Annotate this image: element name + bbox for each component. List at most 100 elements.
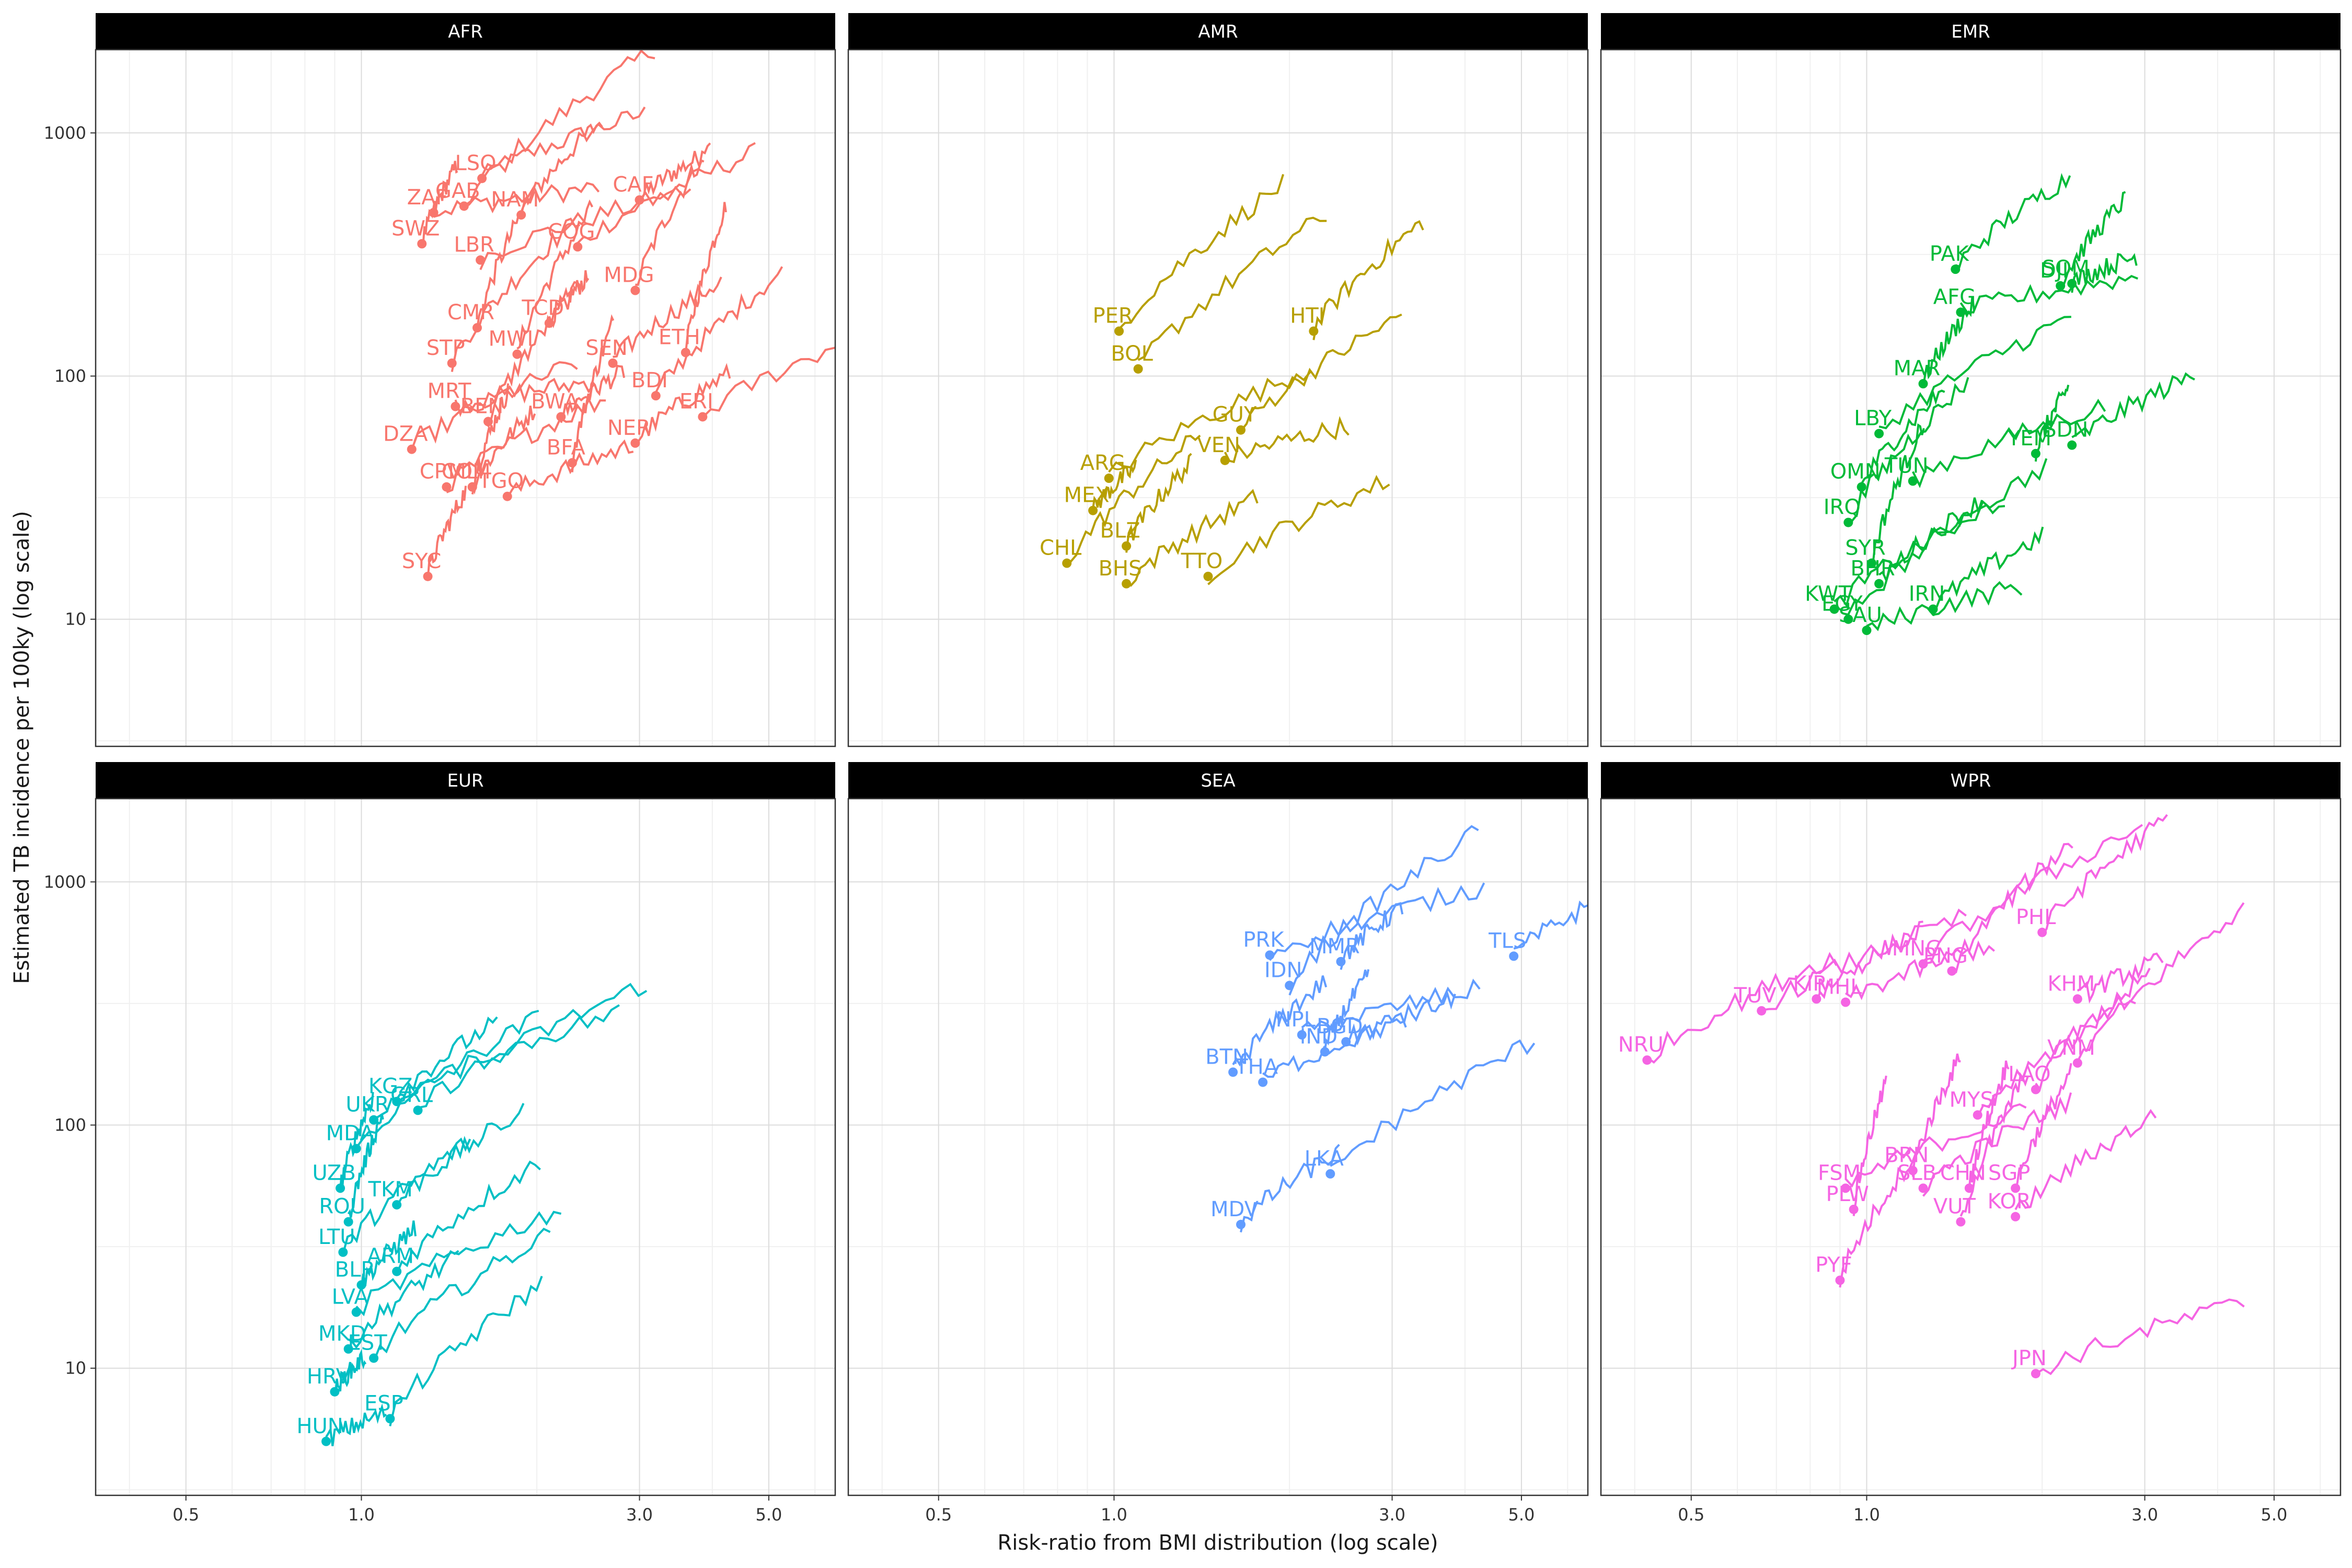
data-point xyxy=(1928,604,1938,614)
data-point xyxy=(483,417,493,426)
trajectory-group xyxy=(1066,174,1424,587)
trajectory-line xyxy=(1955,173,2071,268)
country-label: LAO xyxy=(2008,1063,2050,1087)
facet-strip-label: EUR xyxy=(447,770,484,791)
data-point xyxy=(351,1307,361,1317)
trajectory-line xyxy=(1066,434,1201,567)
trajectory-line xyxy=(325,1403,387,1446)
trajectory-group xyxy=(1232,825,1588,1233)
country-label: TUN xyxy=(1884,454,1929,478)
trajectory-line xyxy=(451,217,581,372)
data-point xyxy=(423,571,433,581)
x-tick-label: 0.5 xyxy=(172,1505,199,1525)
facet-strip-label: AMR xyxy=(1198,21,1238,42)
country-label: HUN xyxy=(296,1414,343,1438)
trajectory-line xyxy=(1911,1053,1961,1177)
data-point xyxy=(467,482,477,492)
country-label: TKM xyxy=(368,1178,413,1202)
panel-border xyxy=(847,798,1589,1496)
trajectory-line xyxy=(1232,975,1328,1067)
data-point xyxy=(1973,1110,1982,1120)
country-label: MNG xyxy=(1892,937,1942,961)
country-label: UKR xyxy=(345,1093,389,1117)
trajectory-line xyxy=(1323,969,1370,1051)
trajectory-line xyxy=(1878,497,1983,584)
trajectory-line xyxy=(1847,377,1969,527)
data-point xyxy=(392,1200,402,1210)
data-point xyxy=(1849,1204,1859,1214)
x-tick-label: 0.5 xyxy=(1678,1505,1704,1525)
trajectory-line xyxy=(2041,814,2168,937)
trajectory-line xyxy=(1240,1144,1340,1233)
data-point xyxy=(429,207,439,217)
country-label: SOM xyxy=(2042,257,2090,281)
plot-background xyxy=(848,799,1588,1495)
data-point xyxy=(477,174,487,183)
trajectory-line xyxy=(360,1220,417,1290)
country-label: PYF xyxy=(1815,1253,1852,1277)
country-label: BWA xyxy=(531,389,579,413)
trajectory-line xyxy=(1844,940,1995,1000)
trajectory-line xyxy=(1125,453,1192,553)
country-label: DZA xyxy=(383,422,428,446)
data-point xyxy=(1509,951,1519,961)
trajectory-line xyxy=(426,486,467,581)
data-point xyxy=(1336,956,1346,966)
trajectory-line xyxy=(1288,825,1479,996)
data-point xyxy=(635,195,644,205)
country-label: NRU xyxy=(1618,1033,1664,1057)
data-point xyxy=(1203,571,1213,581)
trajectory-line xyxy=(635,142,711,286)
data-point xyxy=(1908,1166,1918,1175)
data-point xyxy=(1133,364,1143,374)
trajectory-line xyxy=(1878,316,2071,430)
data-point xyxy=(2011,1183,2021,1193)
data-point xyxy=(1874,579,1884,589)
facet-strip xyxy=(96,762,835,799)
data-point xyxy=(476,255,486,265)
data-point xyxy=(2067,440,2077,450)
data-point xyxy=(1309,326,1319,336)
data-point xyxy=(1835,1275,1845,1285)
x-axis-title: Risk-ratio from BMI distribution (log sc… xyxy=(997,1531,1438,1555)
trajectory-line xyxy=(1866,581,2023,631)
trajectory-line xyxy=(684,202,727,354)
trajectory-line xyxy=(1330,1039,1536,1167)
data-point xyxy=(2072,994,2082,1004)
trajectory-line xyxy=(418,983,648,1109)
trajectory-line xyxy=(1922,1092,2072,1197)
country-label: ERI xyxy=(679,389,713,413)
country-label: KHM xyxy=(2047,972,2095,996)
trajectory-line xyxy=(1968,1060,2010,1190)
country-label: IDN xyxy=(1264,958,1302,982)
country-label: ZAF xyxy=(407,186,448,210)
data-point xyxy=(2031,1369,2040,1379)
trajectory-line xyxy=(1815,920,1923,1001)
trajectory-line xyxy=(1932,526,2044,617)
country-label: BLZ xyxy=(1100,519,1140,543)
data-point xyxy=(1874,429,1884,439)
data-point xyxy=(459,201,469,211)
data-point xyxy=(407,444,417,454)
facet-strip-label: SEA xyxy=(1201,770,1235,791)
data-point xyxy=(1325,1169,1335,1179)
trajectory-line xyxy=(1118,174,1285,330)
data-point xyxy=(413,1105,423,1115)
data-point xyxy=(1867,558,1877,568)
data-point xyxy=(556,412,566,422)
country-label: BHR xyxy=(1850,557,1895,581)
country-label: KWT xyxy=(1805,582,1851,606)
country-label: AFG xyxy=(1933,285,1976,309)
country-label: MDA xyxy=(326,1122,375,1146)
data-point xyxy=(1757,1006,1767,1016)
data-point xyxy=(356,1280,366,1290)
data-point xyxy=(392,1266,402,1276)
plot-background xyxy=(1601,50,2341,746)
country-label: BFA xyxy=(547,435,586,459)
trajectory-line xyxy=(1847,458,2048,615)
trajectory-line xyxy=(2071,253,2138,293)
trajectory-line xyxy=(1224,416,1350,464)
trajectory-group xyxy=(1646,814,2245,1376)
y-tick-label: 100 xyxy=(54,366,86,386)
